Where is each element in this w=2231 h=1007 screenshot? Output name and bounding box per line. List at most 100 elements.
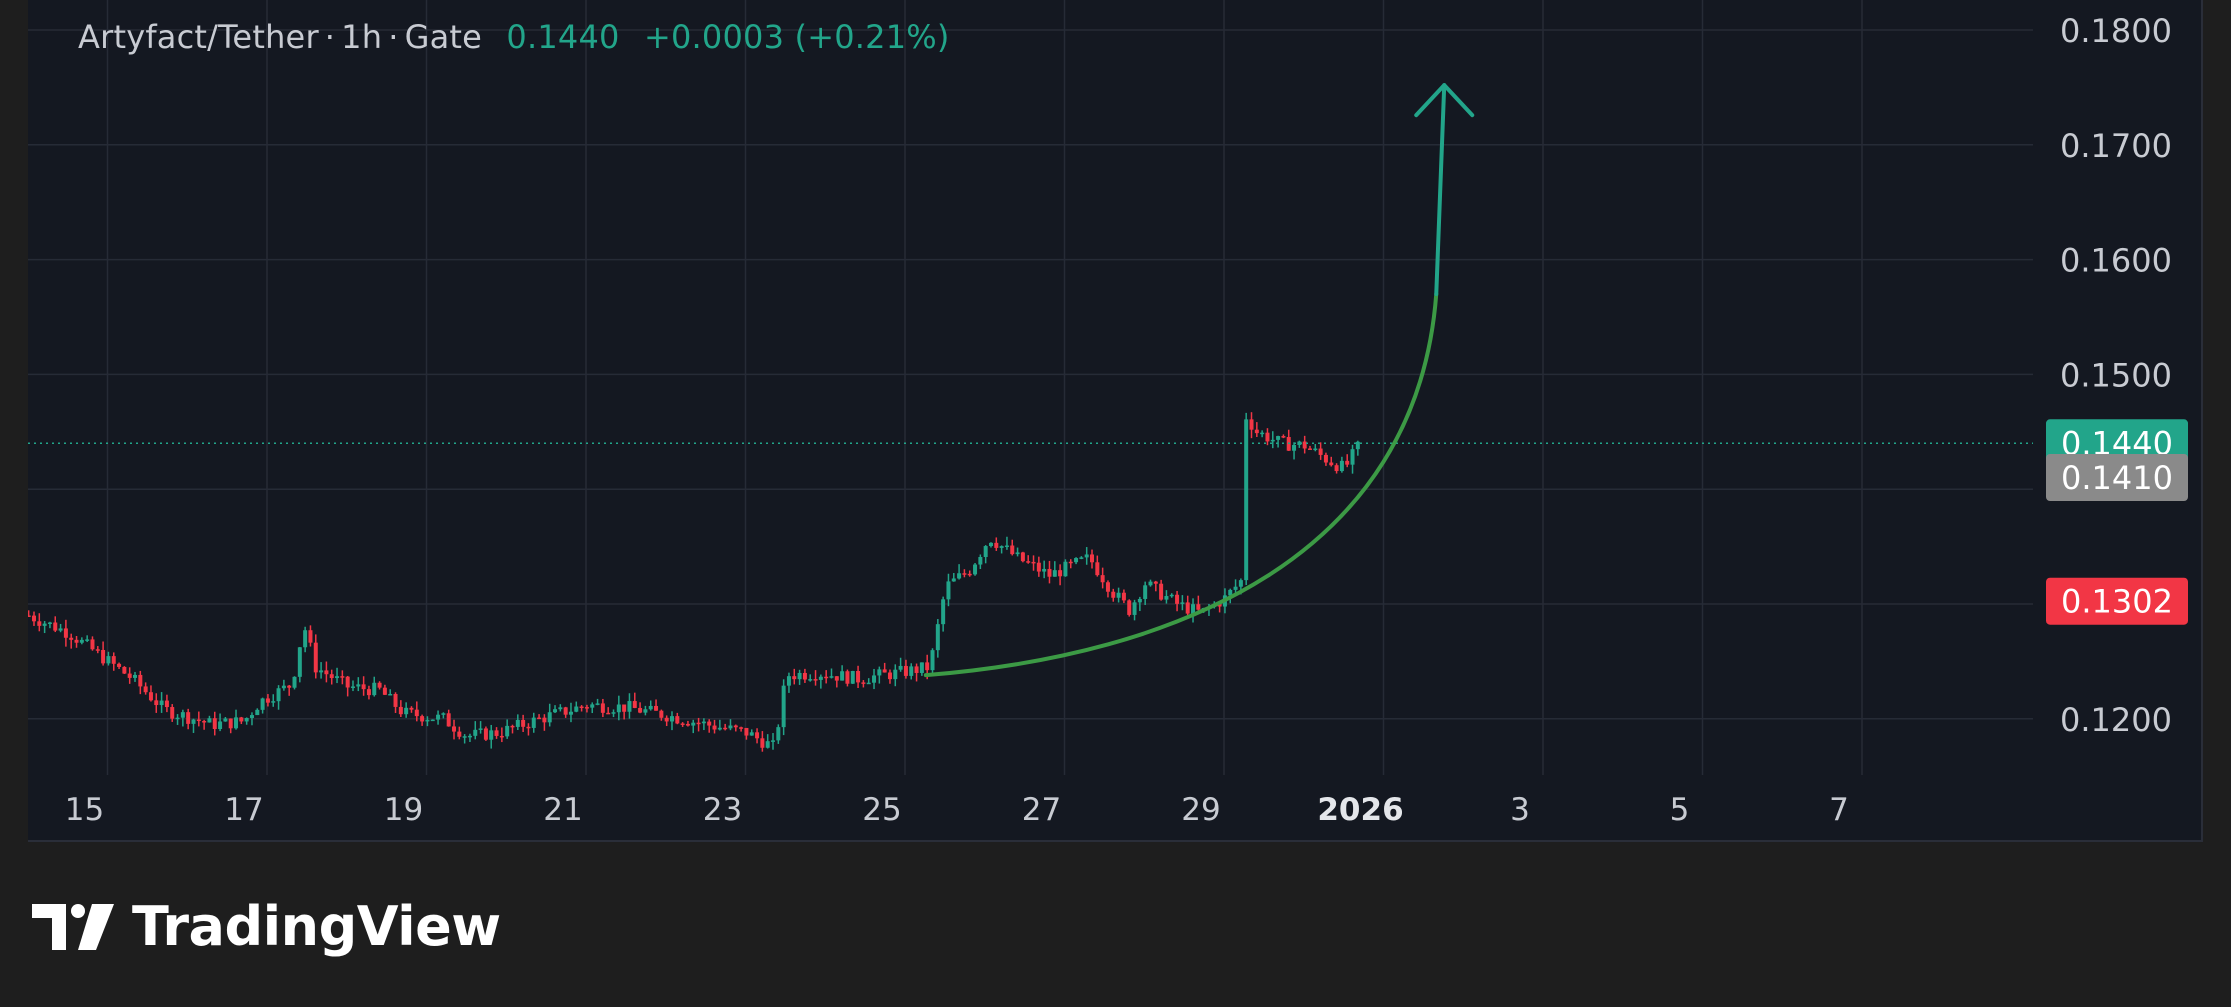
candle-body [1068,561,1073,564]
candle-body [776,727,781,741]
x-tick-label: 19 [384,792,423,828]
y-tick-label: 0.1600 [2060,242,2172,280]
candle-body [1302,441,1307,449]
symbol-name[interactable]: Artyfact/Tether [78,18,319,56]
last-price: 0.1440 [506,18,620,56]
y-tick-label: 0.1800 [2060,12,2172,50]
candle-body [744,727,749,736]
y-tick-label: 0.1700 [2060,127,2172,165]
trend-curve [923,292,1439,678]
candle-body [53,622,58,631]
candle-body [1121,592,1126,601]
candle-body [786,676,791,686]
candle-body [1244,419,1249,581]
candle-body [1313,448,1318,451]
price-label-box [2046,577,2188,625]
candle-body [297,647,302,677]
candle-body [909,666,914,676]
candle-body [404,707,409,715]
candle-body [1307,448,1312,450]
candle-body [685,723,690,726]
candle-body [638,707,643,713]
candle-body [303,630,308,648]
candle-body [366,689,371,696]
candle-body [1100,575,1105,583]
candle-body [101,649,106,664]
candle-body [79,639,84,643]
candle-body [1026,561,1031,563]
candle-body [547,712,552,723]
candle-body [930,650,935,671]
candle-body [350,686,355,688]
candle-body [281,685,286,689]
separator-dot: · [388,18,399,56]
candle-body [755,732,760,739]
candle-body [452,726,457,732]
candle-body [834,676,839,681]
chart-panel[interactable]: 0.1200 0.1500 0.1600 0.1700 0.1800 15 17 19 21 23… [28,0,2203,842]
candle-body [978,556,983,565]
candle-body [925,662,930,671]
candle-body [106,656,111,664]
candle-body [1020,552,1025,562]
tradingview-brand: TradingView [132,895,501,958]
candle-body [659,710,664,718]
candle-body [1010,545,1015,555]
candle-body [627,701,632,712]
candle-body [74,639,79,643]
candle-body [1047,568,1052,577]
candle-body [935,624,940,651]
candle-body [1052,570,1057,577]
symbol-header: Artyfact/Tether · 1h · Gate 0.1440 +0.0003 (… [78,18,950,56]
candle-body [664,717,669,722]
tradingview-logo-icon [32,903,114,950]
candle-body [255,709,260,716]
price-chart[interactable]: 0.1200 0.1500 0.1600 0.1700 0.1800 15 17 19 21 23… [28,0,2203,842]
candle-body [191,719,196,724]
candle-body [723,727,728,730]
candle-body [1063,561,1068,577]
candle-body [962,573,967,575]
candle-body [749,732,754,736]
candle-body [701,721,706,724]
candle-body [436,714,441,720]
candle-body [202,720,207,723]
candle-body [175,717,180,720]
candle-body [1095,562,1100,576]
candle-body [792,676,797,680]
candle-body [797,672,802,680]
candle-body [1350,449,1355,465]
candle-body [765,741,770,748]
candle-body [829,676,834,678]
exchange-label[interactable]: Gate [404,18,483,56]
x-tick-label: 3 [1510,792,1530,828]
candle-body [728,725,733,729]
candle-body [420,716,425,722]
candle-body [1004,545,1009,548]
candle-body [143,686,148,693]
candle-body [919,662,924,673]
candle-body [739,727,744,729]
tradingview-logo[interactable]: TradingView [32,895,501,958]
candle-body [531,717,536,728]
candle-body [951,578,956,582]
candle-body [616,704,621,713]
candle-body [898,665,903,670]
candle-body [1169,594,1174,597]
candle-body [457,731,462,737]
candle-body [521,719,526,727]
candle-body [212,718,217,730]
candle-body [117,663,122,667]
candle-body [218,721,223,730]
candle-body [372,682,377,696]
candle-body [648,705,653,710]
candle-body [510,725,515,728]
interval-label[interactable]: 1h [341,18,383,56]
candle-body [377,682,382,688]
candle-body [276,688,281,702]
candle-body [1116,592,1121,598]
candle-body [882,669,887,673]
candle-body [430,719,435,722]
candle-body [994,542,999,548]
x-tick-label: 7 [1829,792,1849,828]
